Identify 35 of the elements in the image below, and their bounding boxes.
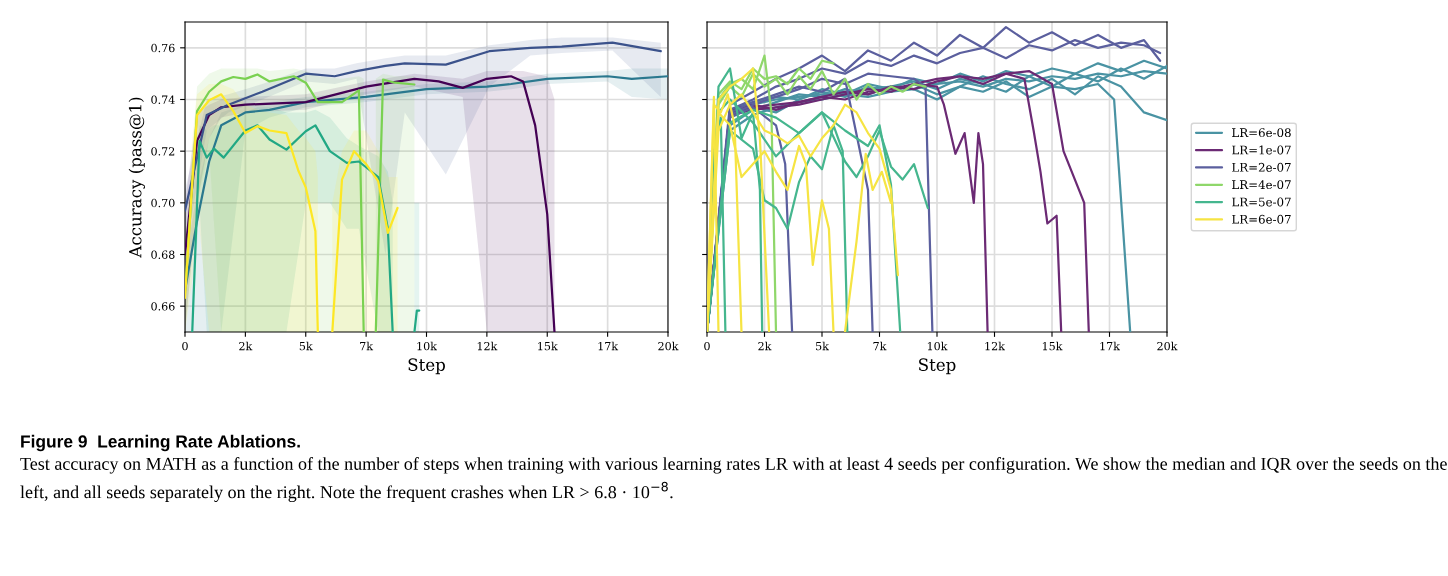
x-tick-label: 15k	[538, 341, 558, 351]
legend-label: LR=1e-07	[1232, 145, 1291, 155]
y-tick-label: 0.66	[151, 302, 175, 311]
legend-label: LR=2e-07	[1232, 162, 1291, 172]
x-tick-label: 2k	[239, 341, 253, 351]
y-tick-label: 0.72	[151, 147, 175, 156]
y-tick-label: 0.70	[151, 198, 175, 208]
caption: Figure 9 Learning Rate Ablations.	[21, 434, 300, 452]
x-tick-label: 0	[704, 341, 710, 351]
x-tick-label: 2k	[758, 341, 772, 351]
legend-label: LR=6e-07	[1232, 214, 1291, 224]
legend-label: LR=4e-07	[1232, 180, 1291, 190]
x-tick-label: 7k	[360, 341, 374, 351]
x-tick-label: 20k	[1157, 341, 1178, 351]
legend-label: LR=5e-07	[1232, 197, 1291, 207]
text: Test accuracy on MATH as a function of the number of steps when training with various learning rates LR with at least 4 seeds per configuration. We show the median and IQR over the seeds on the left, and all seeds separately on the right. Note the frequent crashes when LR > 6.8 · 10$^{−8}$.	[20, 457, 1447, 503]
y-tick-label: 0.74	[151, 95, 175, 104]
legend-label: LR=6e-08	[1232, 128, 1291, 138]
x-tick-label: 15k	[1042, 341, 1063, 351]
x-tick-label: 17k	[598, 341, 619, 351]
x-tick-label: 12k	[477, 341, 498, 351]
x-tick-label: 10k	[417, 341, 438, 351]
x-tick-label: 5k	[299, 341, 313, 351]
x-axis-title: Step	[408, 358, 445, 375]
y-tick-label: 0.68	[151, 250, 175, 259]
y-tick-label: 0.76	[151, 43, 175, 53]
x-tick-label: 12k	[985, 341, 1006, 351]
y-axis-title: Accuracy (pass@1)	[128, 97, 145, 258]
x-tick-label: 17k	[1100, 341, 1121, 351]
x-axis-title: Step	[919, 358, 956, 375]
x-tick-label: 7k	[873, 341, 887, 351]
x-tick-label: 20k	[658, 341, 679, 351]
x-tick-label: 10k	[927, 341, 948, 351]
x-tick-label: 5k	[816, 341, 829, 351]
x-tick-label: 0	[182, 341, 188, 351]
